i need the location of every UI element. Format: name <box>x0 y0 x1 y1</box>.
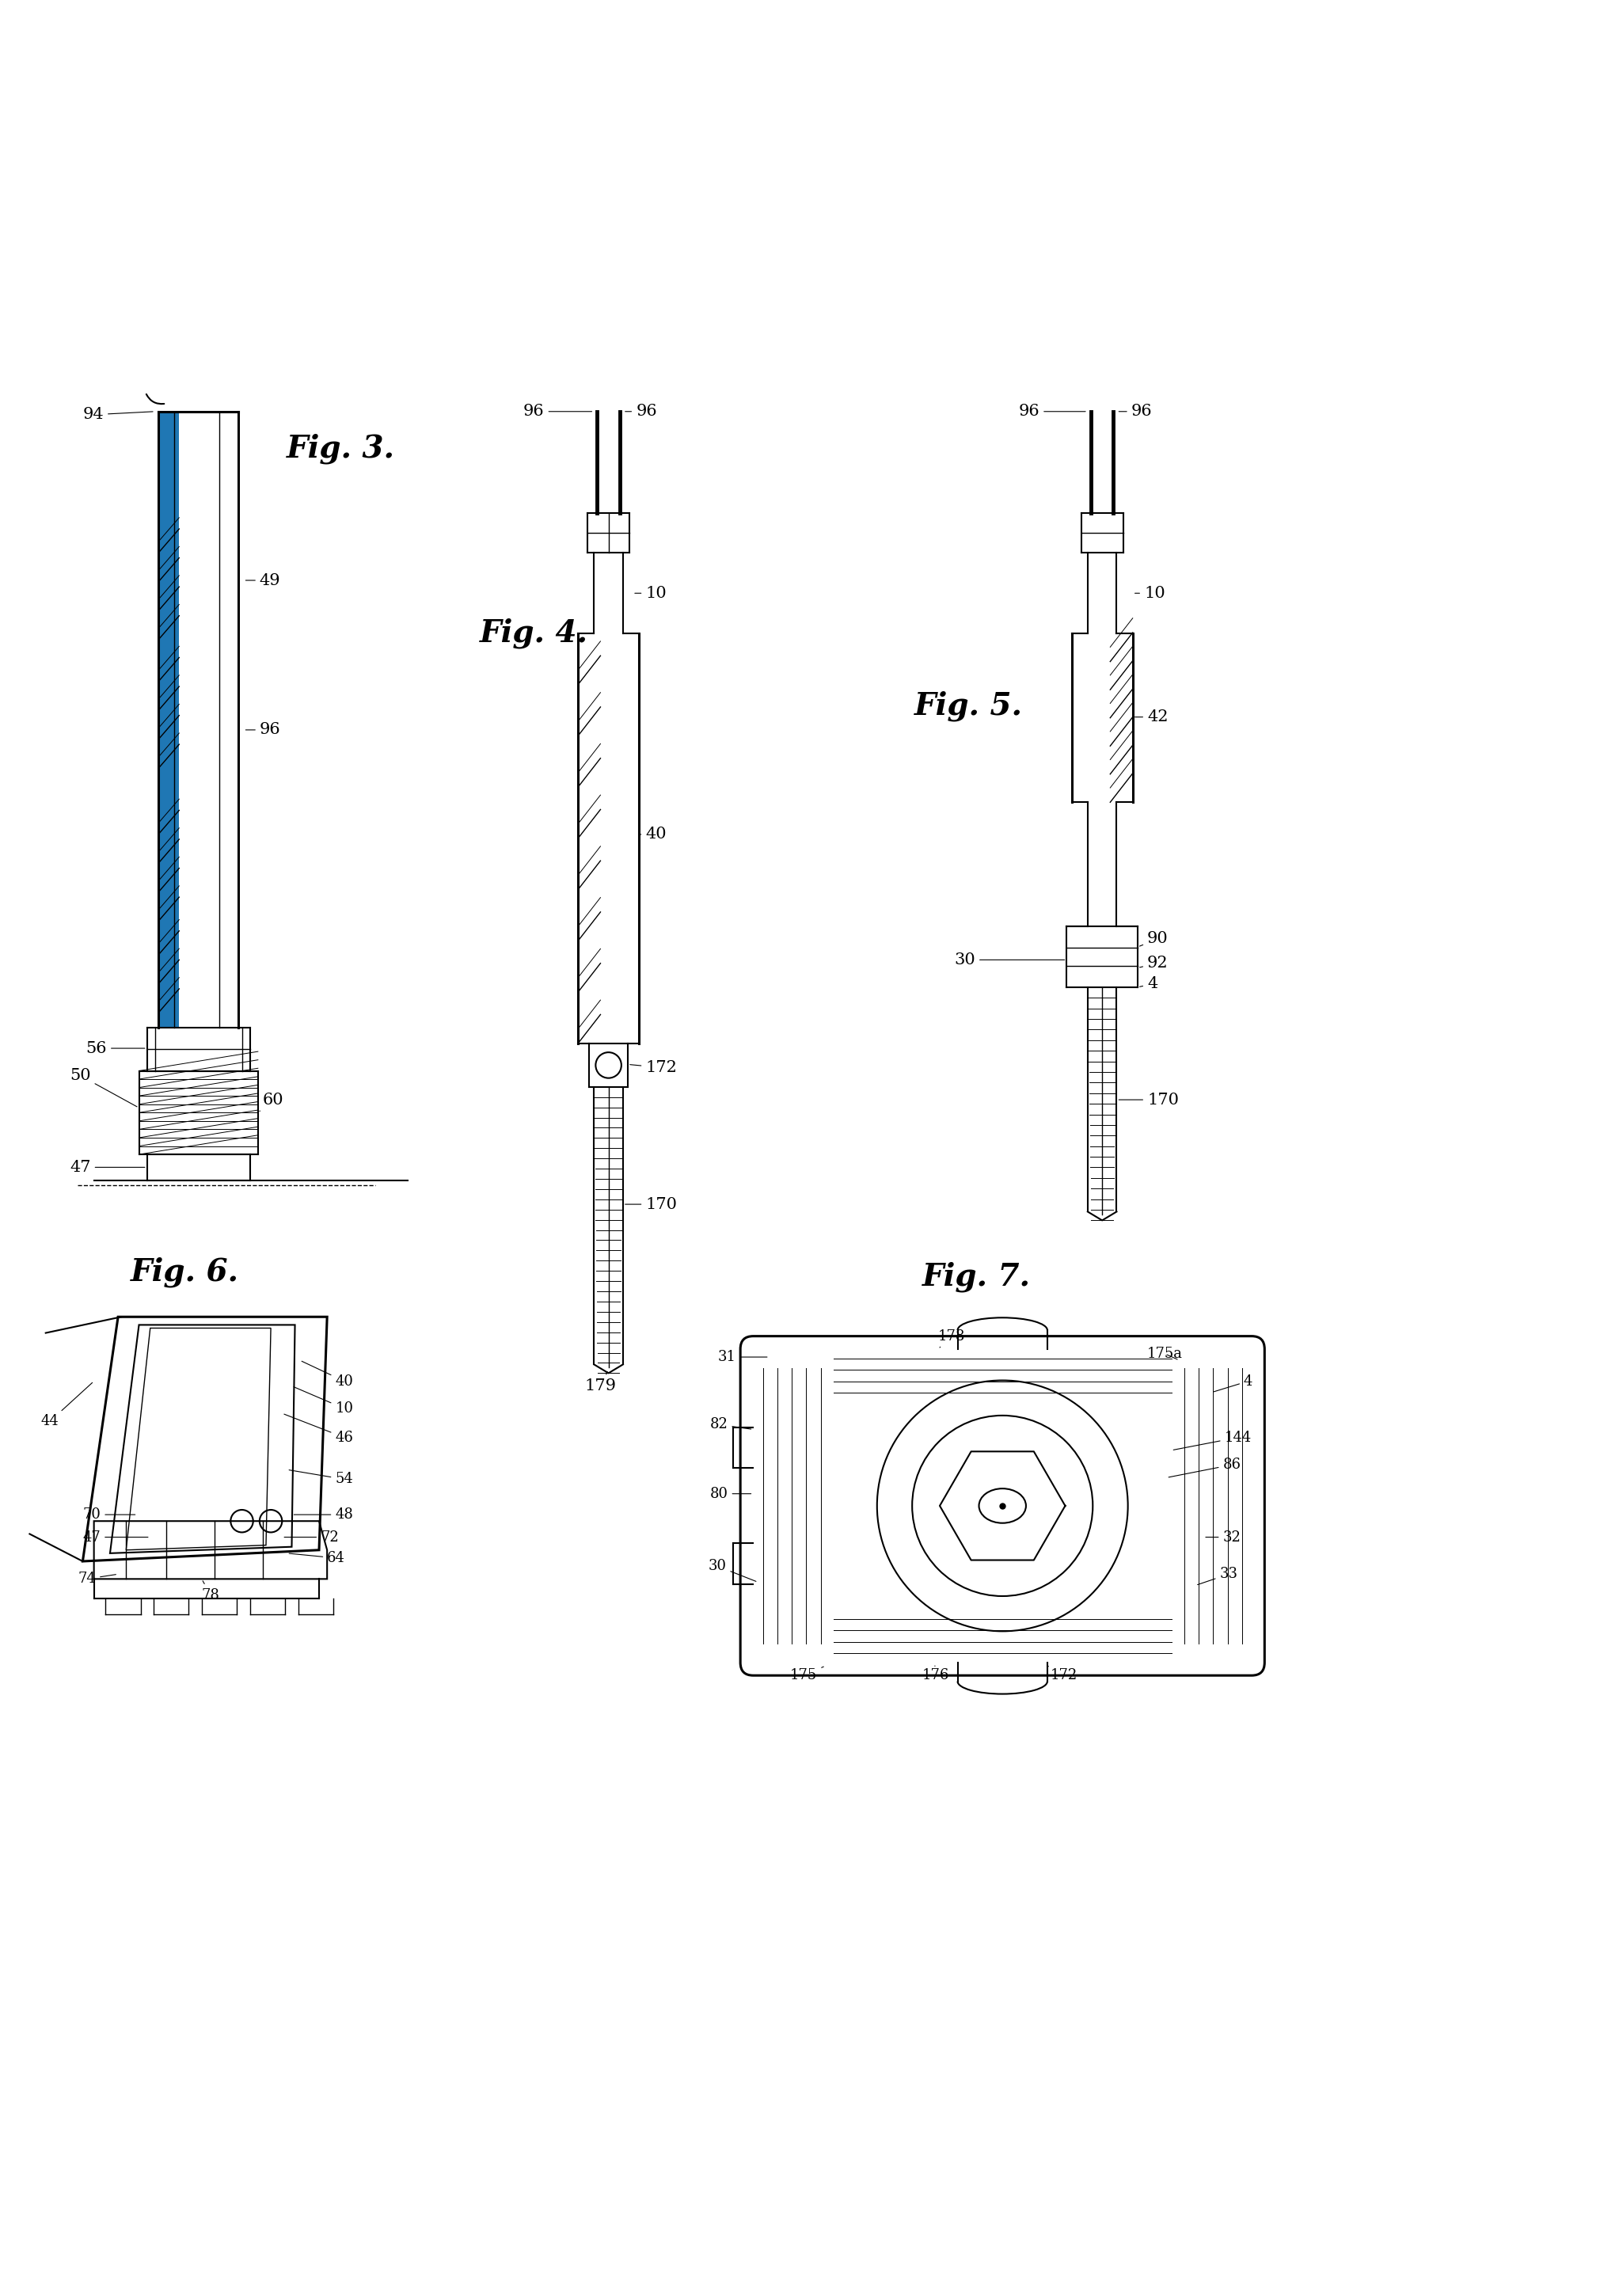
Text: Fig. 7.: Fig. 7. <box>923 1261 1031 1293</box>
Text: 64: 64 <box>290 1550 345 1566</box>
Text: 175: 175 <box>790 1667 824 1683</box>
Text: 170: 170 <box>1119 1093 1179 1107</box>
Text: Fig. 5.: Fig. 5. <box>915 691 1023 721</box>
Text: 60: 60 <box>259 1093 283 1111</box>
Text: 47: 47 <box>83 1529 147 1545</box>
Text: 96: 96 <box>1119 404 1153 420</box>
Text: Fig. 4.: Fig. 4. <box>479 618 588 650</box>
Text: 70: 70 <box>83 1508 134 1522</box>
Text: 172: 172 <box>630 1061 677 1075</box>
Text: Fig. 3.: Fig. 3. <box>287 434 395 464</box>
Text: 56: 56 <box>86 1040 144 1056</box>
Text: 72: 72 <box>285 1529 338 1545</box>
Text: 40: 40 <box>301 1362 353 1389</box>
Text: 179: 179 <box>584 1373 617 1394</box>
Text: 10: 10 <box>1135 585 1166 602</box>
Text: 92: 92 <box>1140 955 1169 971</box>
Text: 10: 10 <box>293 1387 353 1417</box>
Text: 50: 50 <box>70 1068 138 1107</box>
Text: 54: 54 <box>290 1469 353 1486</box>
Text: 178: 178 <box>937 1329 965 1348</box>
Text: 49: 49 <box>246 572 280 588</box>
Text: 33: 33 <box>1198 1566 1239 1584</box>
Text: 10: 10 <box>635 585 667 602</box>
Text: 40: 40 <box>640 827 667 843</box>
Text: 32: 32 <box>1206 1529 1240 1545</box>
Text: 31: 31 <box>717 1350 767 1364</box>
FancyBboxPatch shape <box>740 1336 1264 1676</box>
Text: 144: 144 <box>1174 1430 1251 1449</box>
Bar <box>159 411 180 1026</box>
Text: 96: 96 <box>246 723 280 737</box>
Text: 74: 74 <box>78 1573 117 1587</box>
Text: 80: 80 <box>709 1486 751 1502</box>
Text: 176: 176 <box>923 1667 949 1683</box>
Text: 4: 4 <box>1140 976 1158 992</box>
Text: 172: 172 <box>1047 1667 1078 1683</box>
Text: 96: 96 <box>523 404 593 420</box>
Text: 46: 46 <box>283 1414 353 1444</box>
Text: 47: 47 <box>70 1159 144 1176</box>
Text: 30: 30 <box>954 953 1065 967</box>
Text: 78: 78 <box>202 1582 220 1603</box>
Text: 44: 44 <box>40 1382 92 1428</box>
Text: 90: 90 <box>1140 932 1169 946</box>
Text: 82: 82 <box>709 1417 751 1433</box>
Text: 30: 30 <box>708 1559 756 1582</box>
Text: Fig. 6.: Fig. 6. <box>131 1256 240 1288</box>
Text: 48: 48 <box>295 1508 353 1522</box>
Text: 4: 4 <box>1214 1373 1253 1391</box>
Text: 94: 94 <box>83 406 152 422</box>
Text: 42: 42 <box>1135 709 1169 726</box>
Text: 175a: 175a <box>1148 1348 1183 1362</box>
Text: 86: 86 <box>1169 1458 1242 1476</box>
Text: 170: 170 <box>625 1196 677 1212</box>
Text: 96: 96 <box>625 404 657 420</box>
Text: 96: 96 <box>1018 404 1085 420</box>
